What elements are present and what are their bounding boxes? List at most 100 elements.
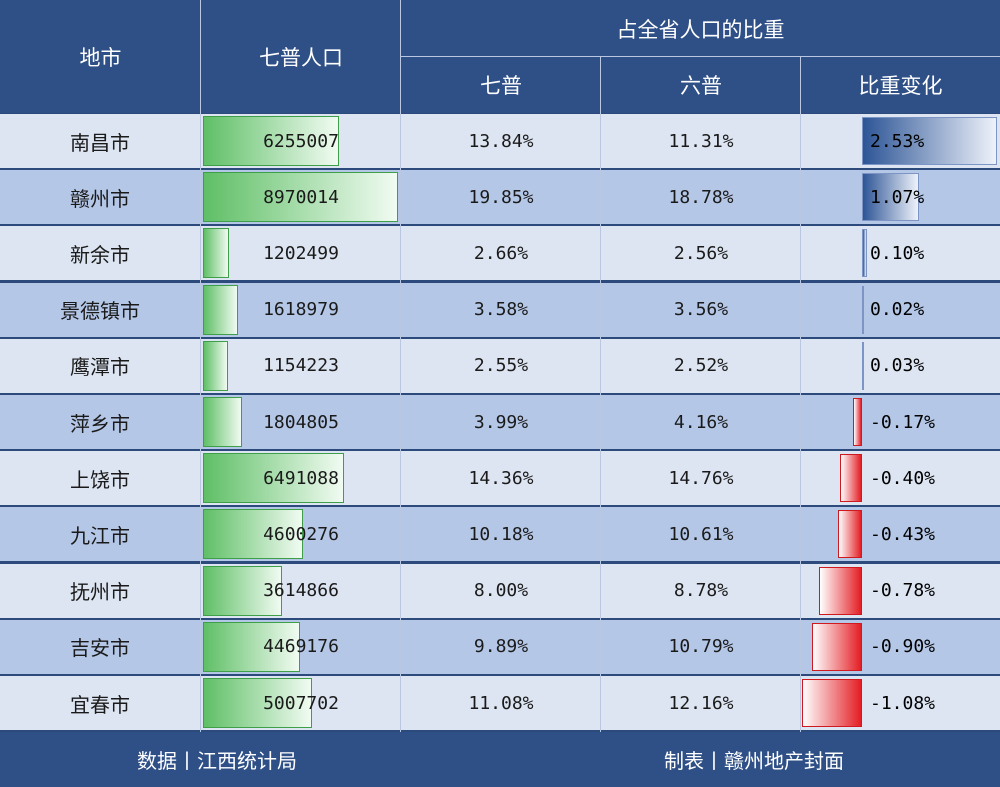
change-bar-positive — [862, 117, 997, 165]
population-cell: 1618979 — [263, 299, 339, 321]
change-cell: 0.02% — [870, 299, 925, 321]
seventh-share-cell: 19.85% — [468, 186, 534, 208]
population-cell: 5007702 — [263, 692, 339, 714]
divider — [200, 0, 201, 732]
header-share-group: 占全省人口的比重 — [401, 0, 1000, 57]
change-cell: -0.43% — [870, 523, 936, 545]
population-cell: 1804805 — [263, 411, 339, 433]
city-cell: 鹰潭市 — [70, 355, 130, 380]
population-bar — [203, 678, 312, 728]
header-seventh: 七普 — [401, 57, 601, 113]
city-cell: 新余市 — [70, 242, 130, 267]
seventh-share-cell: 3.58% — [473, 299, 529, 321]
change-bar-negative — [812, 622, 862, 671]
header-sixth: 六普 — [601, 57, 801, 113]
change-bar-negative — [853, 398, 862, 446]
table-row: 新余市 1202499 2.66% 2.56% 0.10% — [0, 226, 1000, 281]
seventh-share-cell: 14.36% — [468, 467, 534, 489]
sixth-share-cell: 8.78% — [673, 580, 729, 602]
footer: 数据丨江西统计局 制表丨赣州地产封面 — [0, 732, 1000, 787]
sixth-share-cell: 10.79% — [668, 636, 734, 658]
sixth-share-cell: 11.31% — [668, 130, 734, 152]
divider — [600, 57, 601, 732]
change-cell: 0.10% — [870, 242, 925, 264]
city-cell: 吉安市 — [70, 636, 130, 661]
table-row: 吉安市 4469176 9.89% 10.79% -0.90% — [0, 619, 1000, 674]
seventh-share-cell: 11.08% — [468, 692, 534, 714]
population-bar — [203, 228, 229, 279]
sixth-share-cell: 10.61% — [668, 523, 734, 545]
change-bar-positive — [862, 285, 864, 334]
city-cell: 景德镇市 — [60, 299, 140, 324]
seventh-share-cell: 8.00% — [473, 580, 529, 602]
sixth-share-cell: 14.76% — [668, 467, 734, 489]
footer-credit: 制表丨赣州地产封面 — [664, 749, 844, 773]
city-cell: 宜春市 — [70, 692, 130, 717]
seventh-share-cell: 2.66% — [473, 242, 529, 264]
change-cell: -0.17% — [870, 411, 936, 433]
sixth-share-cell: 2.52% — [673, 355, 729, 377]
seventh-share-cell: 3.99% — [473, 411, 529, 433]
divider — [800, 57, 801, 732]
population-cell: 6491088 — [263, 467, 339, 489]
change-cell: 0.03% — [870, 355, 925, 377]
table-row: 景德镇市 1618979 3.58% 3.56% 0.02% — [0, 282, 1000, 337]
change-bar-positive — [862, 341, 864, 390]
change-cell: 1.07% — [870, 186, 925, 208]
table-row: 宜春市 5007702 11.08% 12.16% -1.08% — [0, 676, 1000, 730]
table-row: 赣州市 8970014 19.85% 18.78% 1.07% — [0, 170, 1000, 225]
population-bar — [203, 565, 282, 616]
table-row: 萍乡市 1804805 3.99% 4.16% -0.17% — [0, 395, 1000, 449]
change-bar-negative — [840, 454, 862, 503]
seventh-share-cell: 2.55% — [473, 355, 529, 377]
change-bar-negative — [819, 566, 862, 615]
sixth-share-cell: 12.16% — [668, 692, 734, 714]
header-population: 七普人口 — [201, 0, 401, 113]
sixth-share-cell: 2.56% — [673, 242, 729, 264]
population-bar — [203, 340, 228, 391]
population-cell: 4600276 — [263, 523, 339, 545]
header-change: 比重变化 — [801, 57, 1000, 113]
table-row: 鹰潭市 1154223 2.55% 2.52% 0.03% — [0, 338, 1000, 393]
table-row: 九江市 4600276 10.18% 10.61% -0.43% — [0, 507, 1000, 562]
divider — [400, 56, 1000, 57]
city-cell: 九江市 — [70, 523, 130, 548]
table-row: 南昌市 6255007 13.84% 11.31% 2.53% — [0, 114, 1000, 168]
change-cell: -0.40% — [870, 467, 936, 489]
city-cell: 萍乡市 — [70, 411, 130, 436]
seventh-share-cell: 13.84% — [468, 130, 534, 152]
city-cell: 赣州市 — [70, 186, 130, 211]
change-bar-negative — [838, 510, 862, 559]
population-cell: 6255007 — [263, 130, 339, 152]
table-row: 抚州市 3614866 8.00% 8.78% -0.78% — [0, 563, 1000, 618]
city-cell: 抚州市 — [70, 580, 130, 605]
header-city: 地市 — [0, 0, 201, 113]
population-cell: 8970014 — [263, 186, 339, 208]
population-bar — [203, 116, 339, 166]
table-row: 上饶市 6491088 14.36% 14.76% -0.40% — [0, 451, 1000, 506]
population-cell: 4469176 — [263, 636, 339, 658]
change-bar-positive — [862, 173, 919, 222]
population-bar — [203, 172, 398, 223]
change-cell: -0.90% — [870, 636, 936, 658]
sixth-share-cell: 18.78% — [668, 186, 734, 208]
seventh-share-cell: 9.89% — [473, 636, 529, 658]
sixth-share-cell: 3.56% — [673, 299, 729, 321]
population-cell: 3614866 — [263, 580, 339, 602]
footer-source: 数据丨江西统计局 — [137, 749, 297, 773]
population-bar — [203, 284, 238, 335]
population-bar — [203, 621, 300, 672]
change-cell: -1.08% — [870, 692, 936, 714]
city-cell: 上饶市 — [70, 467, 130, 492]
change-cell: 2.53% — [870, 130, 925, 152]
change-cell: -0.78% — [870, 580, 936, 602]
population-bar — [203, 453, 344, 504]
population-bar — [203, 509, 303, 560]
population-cell: 1202499 — [263, 242, 339, 264]
seventh-share-cell: 10.18% — [468, 523, 534, 545]
sixth-share-cell: 4.16% — [673, 411, 729, 433]
population-bar — [203, 397, 242, 447]
divider — [400, 0, 401, 732]
city-cell: 南昌市 — [70, 130, 130, 155]
